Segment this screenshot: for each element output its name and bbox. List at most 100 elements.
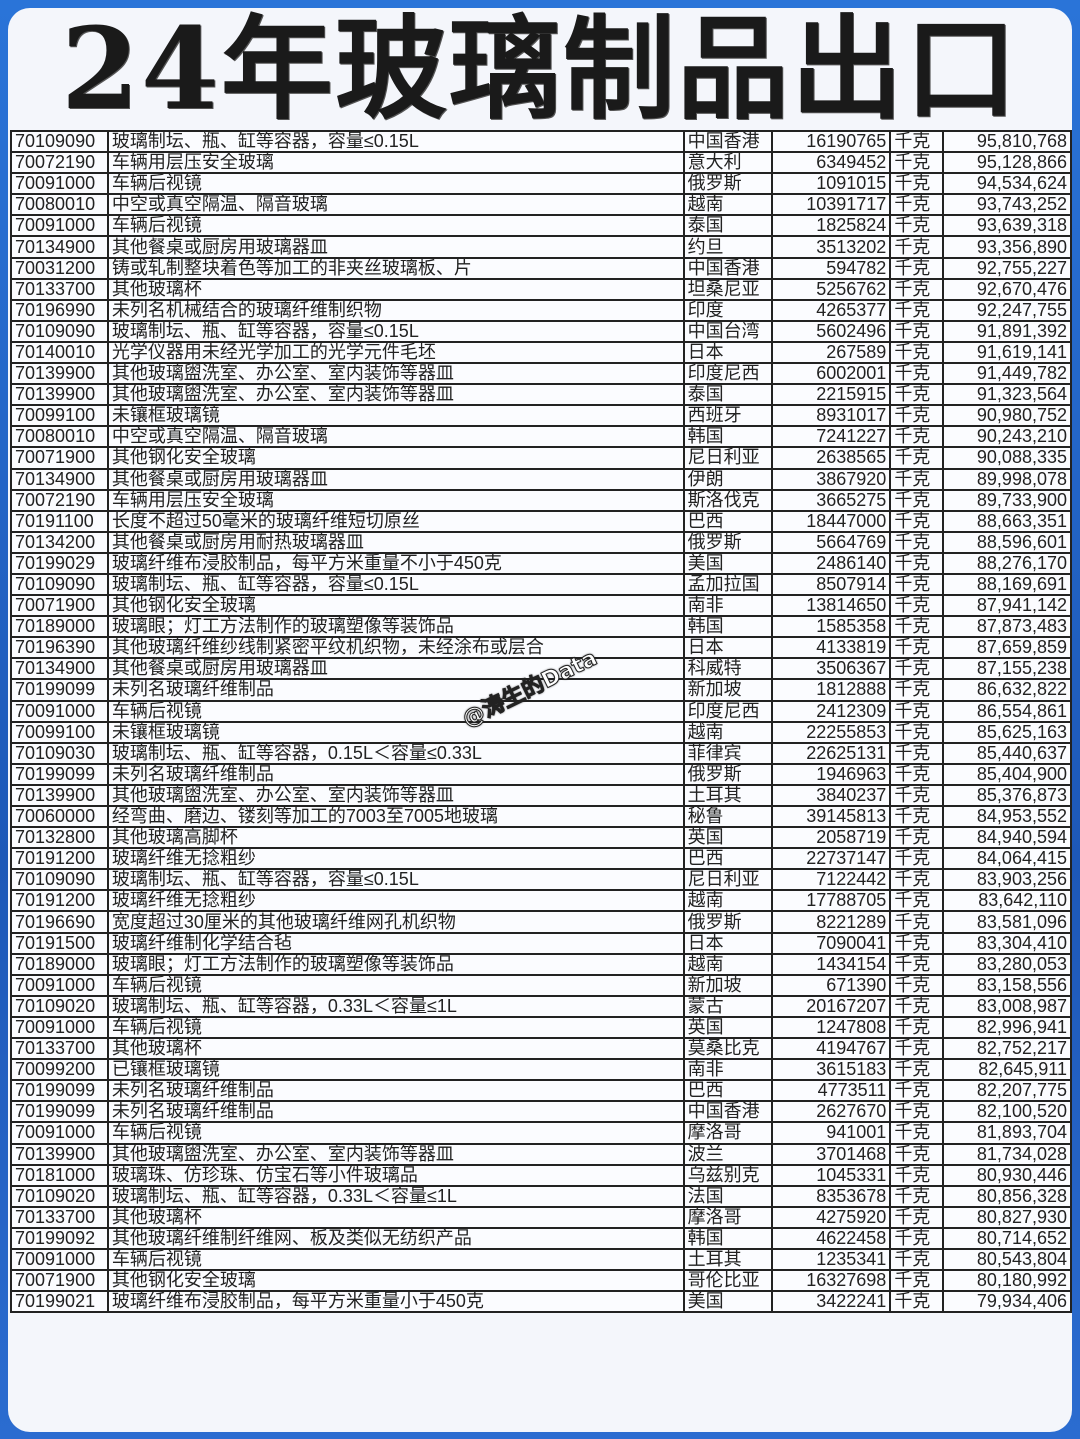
hs-code-cell: 70196390 <box>10 636 109 660</box>
product-description-cell: 玻璃纤维布浸胶制品，每平方米重量小于450克 <box>106 1290 685 1314</box>
country-cell: 韩国 <box>682 1226 773 1250</box>
unit-cell: 千克 <box>889 1015 945 1040</box>
value-cell: 85,440,637 <box>942 741 1072 765</box>
content-card: 24年玻璃制品出口 70109090 玻璃制坛、瓶、缸等容器，容量≤0.15L 中国… <box>8 8 1072 1432</box>
value-cell: 88,596,601 <box>942 530 1072 554</box>
unit-cell: 千克 <box>889 551 945 575</box>
product-description-cell: 未列名玻璃纤维制品 <box>106 678 685 702</box>
unit-cell: 千克 <box>889 1121 945 1145</box>
table-row: 70199092 其他玻璃纤维制纤维网、板及类似无纺织产品 韩国 4622458 千克 8… <box>10 1226 1072 1250</box>
product-description-cell: 中空或真空隔温、隔音玻璃 <box>106 425 685 449</box>
value-cell: 91,619,141 <box>942 340 1072 365</box>
hs-code-cell: 70109090 <box>10 868 109 892</box>
quantity-cell: 7090041 <box>770 931 892 955</box>
country-cell: 约旦 <box>682 235 773 259</box>
quantity-cell: 13814650 <box>770 594 892 618</box>
country-cell: 印度 <box>682 298 773 322</box>
table-row: 70071900 其他钢化安全玻璃 南非 13814650 千克 87,941,142 <box>10 594 1072 618</box>
country-cell: 波兰 <box>682 1142 773 1166</box>
product-description-cell: 未列名玻璃纤维制品 <box>106 1079 685 1103</box>
value-cell: 90,243,210 <box>942 425 1072 449</box>
quantity-cell: 2638565 <box>770 446 892 470</box>
quantity-cell: 2412309 <box>770 699 892 723</box>
quantity-cell: 3506367 <box>770 657 892 681</box>
hs-code-cell: 70181000 <box>10 1163 109 1187</box>
product-description-cell: 其他餐桌或厨房用玻璃器皿 <box>106 657 685 681</box>
hs-code-cell: 70060000 <box>10 804 109 829</box>
unit-cell: 千克 <box>889 783 945 808</box>
value-cell: 83,903,256 <box>942 868 1072 892</box>
unit-cell: 千克 <box>889 129 945 154</box>
product-description-cell: 其他餐桌或厨房用玻璃器皿 <box>106 235 685 259</box>
value-cell: 80,827,930 <box>942 1205 1072 1229</box>
value-cell: 88,276,170 <box>942 551 1072 575</box>
table-row: 70199099 未列名玻璃纤维制品 俄罗斯 1946963 千克 85,404,900 <box>10 762 1072 786</box>
table-row: 70189000 玻璃眼；灯工方法制作的玻璃塑像等装饰品 越南 1434154 千克 83… <box>10 952 1072 976</box>
country-cell: 摩洛哥 <box>682 1121 773 1145</box>
product-description-cell: 玻璃纤维布浸胶制品，每平方米重量不小于450克 <box>106 551 685 575</box>
country-cell: 巴西 <box>682 847 773 871</box>
table-row: 70109090 玻璃制坛、瓶、缸等容器，容量≤0.15L 中国台湾 5602496 千… <box>10 319 1072 343</box>
hs-code-cell: 70191200 <box>10 889 109 913</box>
product-description-cell: 玻璃制坛、瓶、缸等容器，0.33L＜容量≤1L <box>106 1184 685 1208</box>
product-description-cell: 其他玻璃杯 <box>106 277 685 301</box>
country-cell: 蒙古 <box>682 994 773 1018</box>
country-cell: 韩国 <box>682 425 773 449</box>
value-cell: 86,554,861 <box>942 699 1072 723</box>
hs-code-cell: 70140010 <box>10 340 109 365</box>
table-row: 70091000 车辆后视镜 印度尼西 2412309 千克 86,554,861 <box>10 699 1072 723</box>
hs-code-cell: 70199021 <box>10 1290 109 1314</box>
hs-code-cell: 70080010 <box>10 425 109 449</box>
unit-cell: 千克 <box>889 594 945 618</box>
country-cell: 尼日利亚 <box>682 446 773 470</box>
value-cell: 87,659,859 <box>942 636 1072 660</box>
hs-code-cell: 70091000 <box>10 1247 109 1272</box>
unit-cell: 千克 <box>889 1037 945 1061</box>
value-cell: 84,940,594 <box>942 826 1072 850</box>
product-description-cell: 车辆后视镜 <box>106 1121 685 1145</box>
table-row: 70191200 玻璃纤维无捻粗纱 越南 17788705 千克 83,642,110 <box>10 889 1072 913</box>
product-description-cell: 车辆用层压安全玻璃 <box>106 488 685 512</box>
unit-cell: 千克 <box>889 404 945 428</box>
country-cell: 菲律宾 <box>682 741 773 765</box>
unit-cell: 千克 <box>889 931 945 955</box>
unit-cell: 千克 <box>889 235 945 259</box>
country-cell: 俄罗斯 <box>682 910 773 934</box>
hs-code-cell: 70199099 <box>10 1100 109 1124</box>
hs-code-cell: 70091000 <box>10 1015 109 1040</box>
table-row: 70191200 玻璃纤维无捻粗纱 巴西 22737147 千克 84,064,415 <box>10 847 1072 871</box>
quantity-cell: 5256762 <box>770 277 892 301</box>
quantity-cell: 5664769 <box>770 530 892 554</box>
quantity-cell: 39145813 <box>770 804 892 829</box>
quantity-cell: 20167207 <box>770 994 892 1018</box>
product-description-cell: 其他钢化安全玻璃 <box>106 1269 685 1293</box>
hs-code-cell: 70071900 <box>10 594 109 618</box>
table-row: 70071900 其他钢化安全玻璃 尼日利亚 2638565 千克 90,088,335 <box>10 446 1072 470</box>
value-cell: 79,934,406 <box>942 1290 1072 1314</box>
unit-cell: 千克 <box>889 383 945 407</box>
value-cell: 82,207,775 <box>942 1079 1072 1103</box>
hs-code-cell: 70189000 <box>10 952 109 976</box>
unit-cell: 千克 <box>889 1100 945 1124</box>
table-row: 70181000 玻璃珠、仿珍珠、仿宝石等小件玻璃品 乌兹别克 1045331 千克 80… <box>10 1163 1072 1187</box>
unit-cell: 千克 <box>889 1058 945 1082</box>
table-row: 70139900 其他玻璃盥洗室、办公室、室内装饰等器皿 土耳其 3840237 千克 8… <box>10 783 1072 808</box>
product-description-cell: 其他钢化安全玻璃 <box>106 446 685 470</box>
quantity-cell: 1825824 <box>770 214 892 238</box>
country-cell: 巴西 <box>682 1079 773 1103</box>
product-description-cell: 未列名玻璃纤维制品 <box>106 1100 685 1124</box>
quantity-cell: 3840237 <box>770 783 892 808</box>
product-description-cell: 玻璃制坛、瓶、缸等容器，0.33L＜容量≤1L <box>106 994 685 1018</box>
product-description-cell: 宽度超过30厘米的其他玻璃纤维网孔机织物 <box>106 910 685 934</box>
hs-code-cell: 70099200 <box>10 1058 109 1082</box>
table-row: 70031200 铸或轧制整块着色等加工的非夹丝玻璃板、片 中国香港 594782 千克… <box>10 256 1072 280</box>
quantity-cell: 3701468 <box>770 1142 892 1166</box>
country-cell: 巴西 <box>682 509 773 533</box>
quantity-cell: 10391717 <box>770 193 892 217</box>
hs-code-cell: 70091000 <box>10 1121 109 1145</box>
product-description-cell: 其他玻璃纤维制纤维网、板及类似无纺织产品 <box>106 1226 685 1250</box>
table-row: 70091000 车辆后视镜 摩洛哥 941001 千克 81,893,704 <box>10 1121 1072 1145</box>
hs-code-cell: 70099100 <box>10 720 109 744</box>
product-description-cell: 车辆后视镜 <box>106 699 685 723</box>
unit-cell: 千克 <box>889 868 945 892</box>
